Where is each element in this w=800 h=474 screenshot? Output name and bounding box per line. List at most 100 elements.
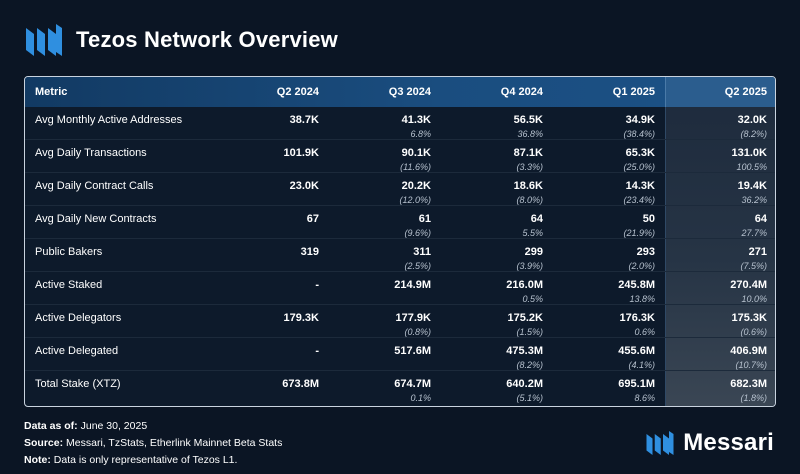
metric-value: 517.6M xyxy=(394,345,431,357)
page-header: Tezos Network Overview xyxy=(24,20,338,60)
value-cell: 406.9M (10.7%) xyxy=(665,345,775,370)
metric-value: 64 xyxy=(754,213,767,225)
highlight-column-header xyxy=(665,77,775,107)
qoq-change: (23.4%) xyxy=(623,195,655,205)
value-cell: 177.9K (0.8%) xyxy=(329,312,441,337)
qoq-change: (12.0%) xyxy=(399,195,431,205)
qoq-change: (9.6%) xyxy=(404,228,431,238)
value-cell: 14.3K (23.4%) xyxy=(553,180,665,205)
value-cell: 270.4M 10.0% xyxy=(665,279,775,304)
value-cell: 216.0M 0.5% xyxy=(441,279,553,304)
metric-value: 475.3M xyxy=(506,345,543,357)
metric-value: - xyxy=(315,345,319,357)
value-cell: 23.0K xyxy=(217,180,329,205)
table-row: Total Stake (XTZ) 673.8M 674.7M 0.1% 640.2M (… xyxy=(25,371,775,404)
qoq-change: (8.0%) xyxy=(516,195,543,205)
qoq-change: (8.2%) xyxy=(740,129,767,139)
value-cell: 50 (21.9%) xyxy=(553,213,665,238)
table-row: Avg Monthly Active Addresses 38.7K 41.3K 6.… xyxy=(25,107,775,140)
metric-value: 270.4M xyxy=(730,279,767,291)
metric-value: 176.3K xyxy=(619,312,655,324)
metric-value: 311 xyxy=(413,246,431,258)
column-header: Q1 2025 xyxy=(612,86,655,98)
metric-value: 175.2K xyxy=(507,312,543,324)
table-row: Active Delegators 179.3K 177.9K (0.8%) 175.2… xyxy=(25,305,775,338)
metric-value: 50 xyxy=(642,213,655,225)
metric-value: 61 xyxy=(418,213,431,225)
value-cell: 455.6M (4.1%) xyxy=(553,345,665,370)
qoq-change: 5.5% xyxy=(522,228,543,238)
metric-value: 90.1K xyxy=(401,147,431,159)
column-header: Q3 2024 xyxy=(388,86,431,98)
metric-value: 216.0M xyxy=(506,279,543,291)
value-cell: 32.0K (8.2%) xyxy=(665,114,775,139)
metric-label: Active Staked xyxy=(35,279,103,291)
qoq-change: (2.5%) xyxy=(404,261,431,271)
value-cell: 38.7K xyxy=(217,114,329,139)
qoq-change: (5.1%) xyxy=(516,393,543,403)
metric-value: 177.9K xyxy=(395,312,431,324)
metric-value: 23.0K xyxy=(289,180,319,192)
metric-value: 41.3K xyxy=(401,114,431,126)
value-cell: 695.1M 8.6% xyxy=(553,378,665,404)
metric-label: Active Delegators xyxy=(35,312,122,324)
value-cell: 517.6M xyxy=(329,345,441,370)
qoq-change: (21.9%) xyxy=(623,228,655,238)
metric-value: 131.0K xyxy=(731,147,767,159)
value-cell: 682.3M (1.8%) xyxy=(665,378,775,404)
qoq-change: 0.5% xyxy=(522,294,543,304)
value-cell: - xyxy=(217,279,329,304)
metric-value: 67 xyxy=(306,213,319,225)
qoq-change: (0.6%) xyxy=(740,327,767,337)
page-title: Tezos Network Overview xyxy=(76,27,338,52)
value-cell: 299 (3.9%) xyxy=(441,246,553,271)
table-row: Avg Daily New Contracts 67 61 (9.6%) 64 5.5% 5… xyxy=(25,206,775,239)
value-cell: 673.8M xyxy=(217,378,329,404)
metric-value: 245.8M xyxy=(618,279,655,291)
qoq-change: (10.7%) xyxy=(735,360,767,370)
metric-value: 682.3M xyxy=(730,378,767,390)
note-line: Note: Data is only representative of Tez… xyxy=(24,452,282,469)
source-line: Source: Messari, TzStats, Etherlink Main… xyxy=(24,435,282,452)
table-row: Public Bakers 319 311 (2.5%) 299 (3.9%) 293 (2.… xyxy=(25,239,775,272)
metric-value: 695.1M xyxy=(618,378,655,390)
metric-value: 38.7K xyxy=(289,114,319,126)
value-cell: - xyxy=(217,345,329,370)
qoq-change: 27.7% xyxy=(741,228,767,238)
value-cell: 64 5.5% xyxy=(441,213,553,238)
note-value: Data is only representative of Tezos L1. xyxy=(53,454,238,466)
date-label: Data as of: xyxy=(24,420,78,432)
value-cell: 65.3K (25.0%) xyxy=(553,147,665,172)
value-cell: 64 27.7% xyxy=(665,213,775,238)
qoq-change: (1.5%) xyxy=(516,327,543,337)
metric-value: 271 xyxy=(748,246,767,258)
qoq-change: 36.2% xyxy=(741,195,767,205)
table-body: Avg Monthly Active Addresses 38.7K 41.3K 6.… xyxy=(25,107,775,404)
date-value: June 30, 2025 xyxy=(80,420,148,432)
highlight-column xyxy=(665,77,775,406)
table-header: Metric Q2 2024 Q3 2024 Q4 2024 Q1 2025 Q… xyxy=(25,77,775,107)
value-cell: 34.9K (38.4%) xyxy=(553,114,665,139)
metric-label: Avg Monthly Active Addresses xyxy=(35,114,183,126)
metric-value: 455.6M xyxy=(618,345,655,357)
value-cell: 18.6K (8.0%) xyxy=(441,180,553,205)
metric-value: 299 xyxy=(524,246,543,258)
qoq-change: 0.1% xyxy=(410,393,431,403)
qoq-change: 36.8% xyxy=(517,129,543,139)
metric-value: 34.9K xyxy=(625,114,655,126)
metric-label: Public Bakers xyxy=(35,246,103,258)
metric-value: 65.3K xyxy=(625,147,655,159)
metric-value: 175.3K xyxy=(731,312,767,324)
metric-value: 19.4K xyxy=(737,180,767,192)
qoq-change: 8.6% xyxy=(634,393,655,403)
value-cell: 56.5K 36.8% xyxy=(441,114,553,139)
column-header: Metric xyxy=(35,86,68,98)
qoq-change: 6.8% xyxy=(410,129,431,139)
value-cell: 271 (7.5%) xyxy=(665,246,775,271)
metric-label: Total Stake (XTZ) xyxy=(35,378,121,390)
value-cell: 475.3M (8.2%) xyxy=(441,345,553,370)
qoq-change: (4.1%) xyxy=(628,360,655,370)
value-cell: 131.0K 100.5% xyxy=(665,147,775,172)
source-value: Messari, TzStats, Etherlink Mainnet Beta… xyxy=(66,437,283,449)
messari-logo-icon xyxy=(26,24,62,56)
